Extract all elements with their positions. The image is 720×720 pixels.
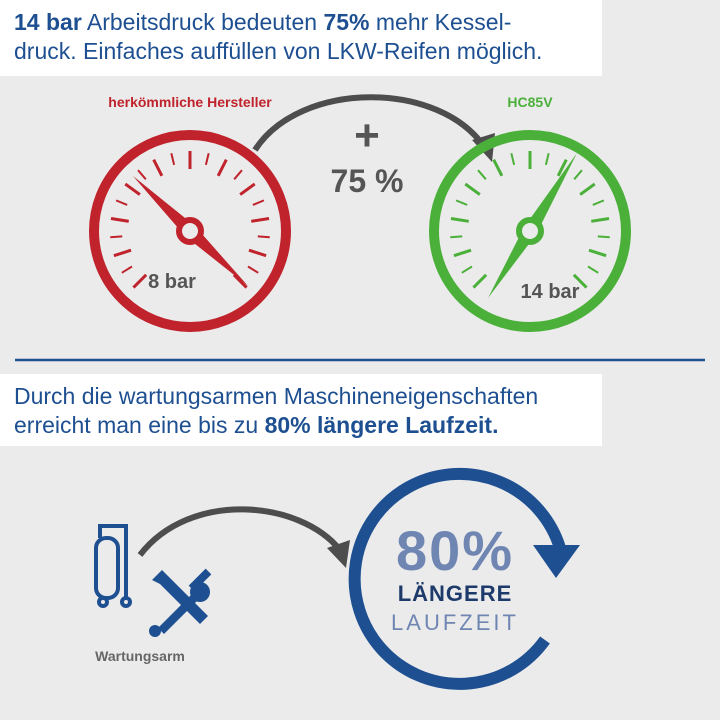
gauge-tick <box>477 169 487 180</box>
gauge-value: 8 bar <box>148 271 196 293</box>
gauge-tick <box>233 169 243 180</box>
gauge-tick <box>472 273 488 289</box>
gauge-tick <box>232 273 248 289</box>
text: druck. Einfaches auffüllen von LKW-Reife… <box>14 38 543 64</box>
headline-box: 14 bar Arbeitsdruck bedeuten 75% mehr Ke… <box>0 0 602 76</box>
arrow <box>252 94 488 152</box>
gauge-tick <box>579 182 596 196</box>
headline-line: 14 bar Arbeitsdruck bedeuten 75% mehr Ke… <box>14 8 588 37</box>
headline-box: Durch die wartungsarmen Maschineneigensc… <box>0 374 602 446</box>
gauge-tick <box>251 217 270 223</box>
gauge-tick <box>461 265 473 274</box>
gauge-value: 14 bar <box>521 281 580 303</box>
gauge-tick <box>544 152 550 166</box>
gauge-tick <box>204 152 210 166</box>
text: mehr Kessel- <box>369 9 512 35</box>
gauge-tick <box>170 152 176 166</box>
headline-line: druck. Einfaches auffüllen von LKW-Reife… <box>14 37 588 66</box>
text: 75% <box>323 9 370 35</box>
gauge-tick <box>115 199 128 206</box>
badge-arrow <box>533 545 580 578</box>
gauge-tick <box>587 265 599 274</box>
arrow-head <box>327 540 350 568</box>
gauge-tick <box>597 235 610 239</box>
plus: + <box>354 111 380 160</box>
gauge-ring <box>429 130 631 332</box>
arrow <box>137 506 343 557</box>
gauge-hub <box>516 217 544 245</box>
gauge-tick <box>124 182 141 196</box>
gauge-tick <box>132 273 148 289</box>
badge-line: LÄNGERE <box>398 581 513 606</box>
gauge-tick <box>257 235 270 239</box>
gauge-tick <box>252 199 265 206</box>
headline-line: Durch die wartungsarmen Maschineneigensc… <box>14 382 588 411</box>
gauge-tick <box>247 265 259 274</box>
gauge-tick <box>591 217 610 223</box>
gauge-tick <box>492 159 504 177</box>
gauge-tick <box>464 182 481 196</box>
gauge-hub <box>176 217 204 245</box>
gauge-tick <box>510 152 516 166</box>
gauge-tick <box>239 182 256 196</box>
gauge-tick <box>121 265 133 274</box>
text: Durch die wartungsarmen Maschineneigensc… <box>14 383 539 409</box>
gauge-tick <box>450 217 469 223</box>
badge-percent: 80% <box>396 519 514 582</box>
gauge-tick <box>573 169 583 180</box>
gauge-tick <box>450 235 463 239</box>
text: erreicht man eine bis zu <box>14 412 265 438</box>
text: Arbeitsdruck bedeuten <box>81 9 324 35</box>
gauge <box>429 130 631 332</box>
headline-line: erreicht man eine bis zu 80% längere Lau… <box>14 411 588 440</box>
gauge-tick <box>592 199 605 206</box>
gauge-label: herkömmliche Hersteller <box>108 94 272 110</box>
text: 14 bar <box>14 9 82 35</box>
gauge-tick <box>556 159 568 177</box>
gauge-ring <box>89 130 291 332</box>
gauge-tick <box>588 248 607 258</box>
badge-ring <box>348 467 566 690</box>
gauge-tick <box>152 159 164 177</box>
gauge-tick <box>137 169 147 180</box>
compressor-icon <box>94 524 132 608</box>
text: 80% längere Laufzeit. <box>264 412 499 438</box>
icon-caption: Wartungsarm <box>95 648 185 664</box>
gauge-tick <box>110 235 123 239</box>
gauge-tick <box>455 199 468 206</box>
gauge-tick <box>248 248 267 258</box>
increase: 75 % <box>331 163 404 199</box>
gauge-tick <box>453 248 472 258</box>
gauge-tick <box>110 217 129 223</box>
tools-icon <box>149 568 212 637</box>
gauge-tick <box>216 159 228 177</box>
gauge <box>89 130 291 332</box>
badge-line: LAUFZEIT <box>391 610 519 635</box>
gauge-tick <box>113 248 132 258</box>
gauge-tick <box>572 273 588 289</box>
gauge-label: HC85V <box>507 94 553 110</box>
